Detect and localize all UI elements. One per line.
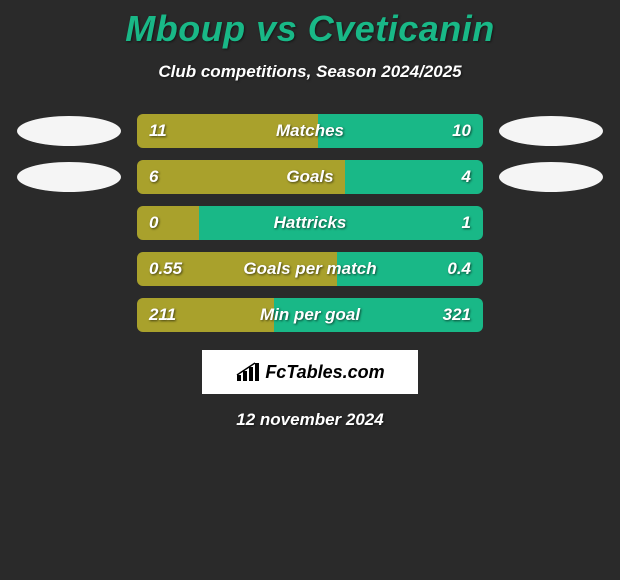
right-value: 10 bbox=[452, 121, 471, 141]
stat-bar: 11 Matches 10 bbox=[137, 114, 483, 148]
right-value: 0.4 bbox=[447, 259, 471, 279]
stat-rows: 11 Matches 10 6 Goals 4 0 Hattricks 1 0.55 Goals p… bbox=[0, 114, 620, 332]
subtitle: Club competitions, Season 2024/2025 bbox=[0, 62, 620, 82]
right-team-oval bbox=[499, 116, 603, 146]
brand-badge[interactable]: FcTables.com bbox=[202, 350, 418, 394]
right-value: 321 bbox=[443, 305, 471, 325]
left-team-oval bbox=[17, 116, 121, 146]
brand-text: FcTables.com bbox=[265, 362, 384, 383]
stat-row: 0.55 Goals per match 0.4 bbox=[0, 252, 620, 286]
left-value: 6 bbox=[149, 167, 158, 187]
stat-bar: 211 Min per goal 321 bbox=[137, 298, 483, 332]
stat-row: 0 Hattricks 1 bbox=[0, 206, 620, 240]
left-value: 0.55 bbox=[149, 259, 182, 279]
date-text: 12 november 2024 bbox=[0, 410, 620, 430]
stat-label: Hattricks bbox=[274, 213, 347, 233]
right-team-oval bbox=[499, 162, 603, 192]
left-value: 11 bbox=[149, 121, 167, 141]
oval-spacer bbox=[17, 208, 121, 238]
right-value: 4 bbox=[462, 167, 471, 187]
oval-spacer bbox=[17, 254, 121, 284]
left-team-oval bbox=[17, 162, 121, 192]
stat-bar: 0 Hattricks 1 bbox=[137, 206, 483, 240]
stat-label: Goals bbox=[286, 167, 333, 187]
stat-row: 11 Matches 10 bbox=[0, 114, 620, 148]
bar-left-fill bbox=[137, 206, 199, 240]
stat-bar: 6 Goals 4 bbox=[137, 160, 483, 194]
bar-chart-icon bbox=[235, 361, 261, 383]
page-title: Mboup vs Cveticanin bbox=[0, 8, 620, 50]
stat-label: Goals per match bbox=[243, 259, 376, 279]
right-value: 1 bbox=[462, 213, 471, 233]
oval-spacer bbox=[499, 300, 603, 330]
stat-label: Matches bbox=[276, 121, 344, 141]
stat-bar: 0.55 Goals per match 0.4 bbox=[137, 252, 483, 286]
comparison-infographic: Mboup vs Cveticanin Club competitions, S… bbox=[0, 0, 620, 430]
oval-spacer bbox=[17, 300, 121, 330]
oval-spacer bbox=[499, 254, 603, 284]
stat-label: Min per goal bbox=[260, 305, 360, 325]
stat-row: 6 Goals 4 bbox=[0, 160, 620, 194]
left-value: 211 bbox=[149, 305, 176, 325]
stat-row: 211 Min per goal 321 bbox=[0, 298, 620, 332]
left-value: 0 bbox=[149, 213, 158, 233]
oval-spacer bbox=[499, 208, 603, 238]
